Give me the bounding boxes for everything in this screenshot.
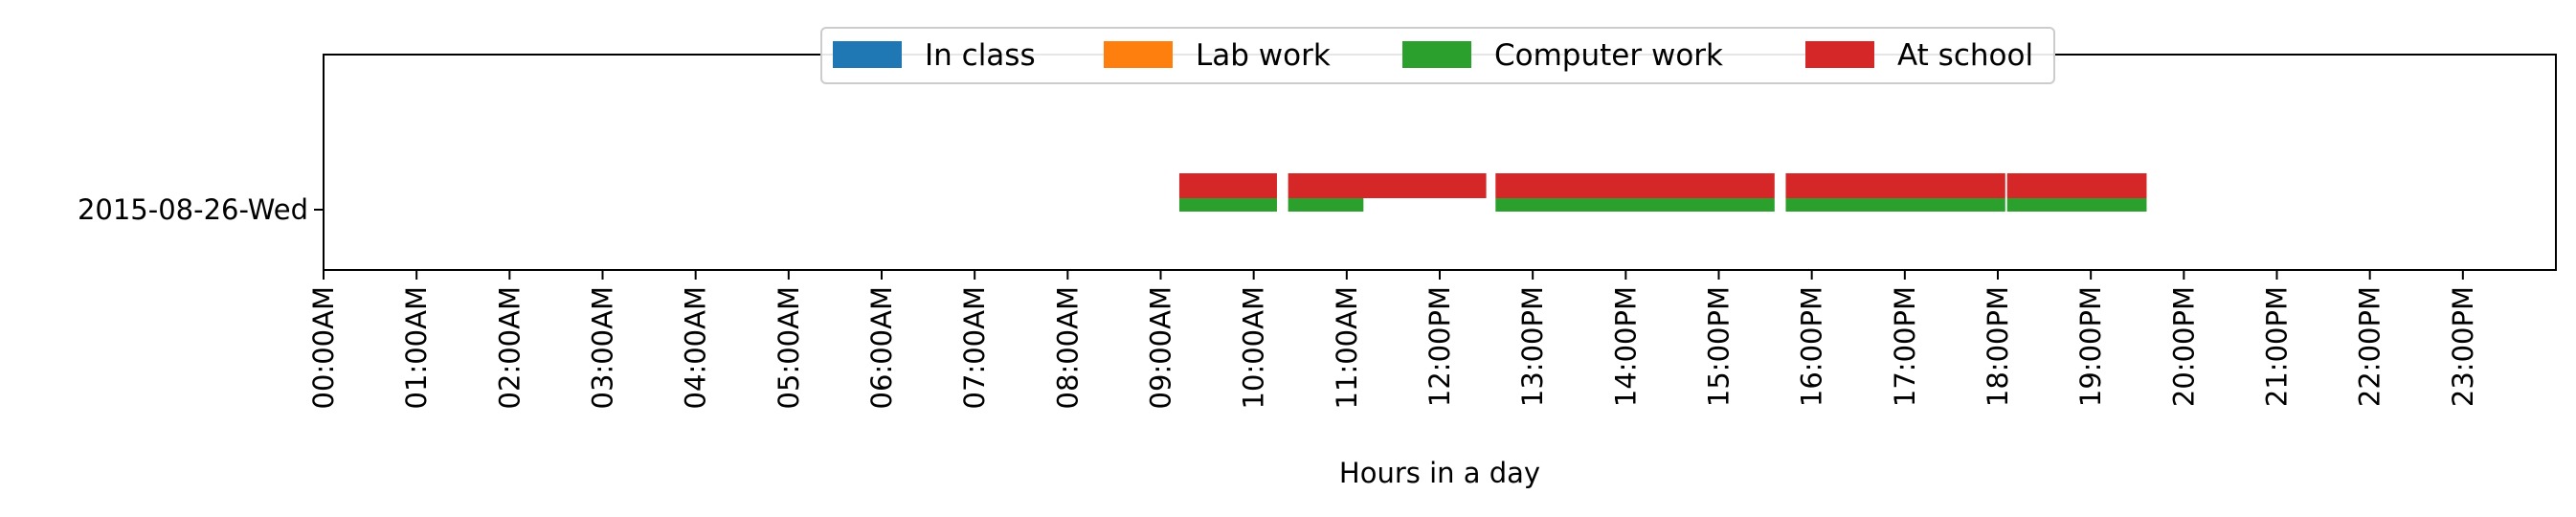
- x-tick-label: 18:00PM: [1982, 286, 2014, 407]
- legend-swatch: [833, 41, 902, 68]
- computer-work-bar: [2006, 198, 2147, 212]
- y-axis: 2015-08-26-Wed: [78, 193, 324, 226]
- x-axis-label: Hours in a day: [1339, 457, 1540, 489]
- legend: In class Lab work Computer work At school: [820, 27, 2055, 84]
- at-school-bar: [2006, 173, 2147, 198]
- computer-work-bar: [1178, 198, 1277, 212]
- x-tick-label: 00:00AM: [307, 286, 340, 409]
- x-tick-label: 08:00AM: [1051, 286, 1084, 409]
- legend-swatch: [1104, 41, 1173, 68]
- x-tick-label: 09:00AM: [1145, 286, 1177, 409]
- computer-work-bar: [1785, 198, 2005, 212]
- at-school-bar: [1178, 173, 1277, 198]
- x-tick-label: 02:00AM: [493, 286, 526, 409]
- plot-frame: [323, 54, 2557, 271]
- bars-layer: [1178, 173, 2147, 212]
- legend-label: Computer work: [1494, 38, 1723, 73]
- x-tick-label: 23:00PM: [2447, 286, 2479, 407]
- x-tick-label: 20:00PM: [2167, 286, 2200, 407]
- x-axis: 00:00AM 01:00AM 02:00AM 03:00AM 04:00AM 05:00…: [307, 270, 2479, 409]
- x-tick-label: 14:00PM: [1609, 286, 1642, 407]
- x-tick-label: 11:00AM: [1331, 286, 1363, 409]
- x-tick-label: 21:00PM: [2261, 286, 2294, 407]
- legend-swatch: [1402, 41, 1471, 68]
- at-school-bar: [1495, 173, 1775, 198]
- x-tick-label: 15:00PM: [1703, 286, 1736, 407]
- x-tick-label: 13:00PM: [1516, 286, 1549, 407]
- legend-swatch: [1805, 41, 1874, 68]
- x-tick-label: 10:00AM: [1238, 286, 1270, 409]
- x-tick-label: 22:00PM: [2354, 286, 2386, 407]
- y-tick-label: 2015-08-26-Wed: [78, 193, 308, 226]
- legend-label: In class: [925, 38, 1036, 73]
- x-tick-label: 05:00AM: [773, 286, 805, 409]
- legend-label: At school: [1897, 38, 2033, 73]
- computer-work-bar: [1288, 198, 1364, 212]
- x-tick-label: 16:00PM: [1796, 286, 1828, 407]
- computer-work-bar: [1495, 198, 1775, 212]
- x-tick-label: 03:00AM: [587, 286, 619, 409]
- x-tick-label: 19:00PM: [2074, 286, 2107, 407]
- x-tick-label: 17:00PM: [1889, 286, 1921, 407]
- x-tick-label: 04:00AM: [680, 286, 712, 409]
- x-tick-label: 07:00AM: [958, 286, 991, 409]
- at-school-bar: [1288, 173, 1487, 198]
- x-tick-label: 06:00AM: [865, 286, 898, 409]
- at-school-bar: [1785, 173, 2005, 198]
- x-tick-label: 12:00PM: [1423, 286, 1456, 407]
- legend-label: Lab work: [1196, 38, 1331, 73]
- x-tick-label: 01:00AM: [400, 286, 433, 409]
